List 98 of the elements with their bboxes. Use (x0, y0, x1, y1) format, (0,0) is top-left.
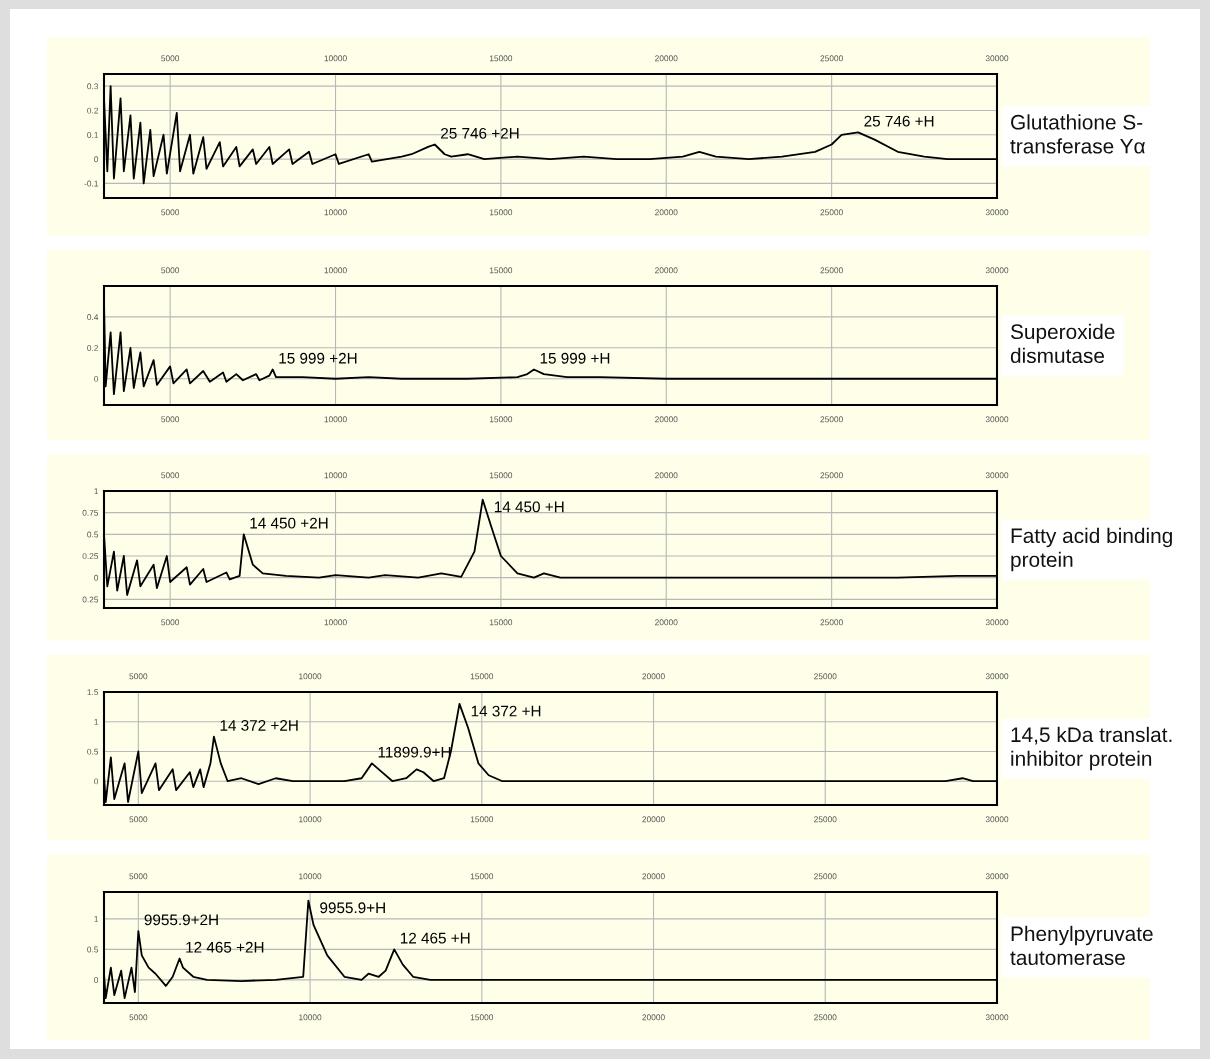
y-tick-label: 0 (94, 977, 99, 983)
annotation: 14 372 +H (471, 705, 541, 717)
annotation: 14 450 +H (494, 501, 564, 513)
x-tick-label: 25000 (820, 619, 843, 626)
x2-tick-label: 30000 (985, 673, 1009, 680)
y-tick-label: 0.4 (87, 314, 99, 321)
y-tick-label: 0.5 (87, 531, 99, 538)
x-tick-label: 5000 (129, 816, 148, 823)
x-tick-label: 15000 (470, 1014, 494, 1021)
y-tick-label: 1 (94, 719, 99, 725)
x2-tick-label: 20000 (642, 873, 665, 880)
x-tick-label: 25000 (820, 416, 843, 423)
x-tick-label: 5000 (161, 416, 180, 423)
x-tick-label: 10000 (299, 816, 322, 823)
x2-tick-label: 20000 (655, 267, 678, 274)
annotation: 12 465 +H (400, 932, 470, 944)
x2-tick-label: 10000 (299, 673, 322, 680)
x-tick-label: 20000 (655, 619, 678, 626)
x-tick-label: 5000 (161, 209, 180, 216)
y-tick-label: 0.3 (87, 83, 99, 90)
y-tick-label: 0.2 (87, 345, 99, 351)
x2-tick-label: 10000 (324, 55, 347, 62)
text: Fatty acid binding protein (1011, 527, 1172, 572)
x-tick-label: 30000 (985, 816, 1009, 823)
x2-tick-label: 30000 (985, 267, 1009, 274)
y-tick-label: 1.5 (87, 689, 99, 696)
x-tick-label: 15000 (489, 416, 513, 423)
y-tick-label: 1 (94, 488, 99, 495)
x2-tick-label: 5000 (161, 267, 180, 274)
y-tick-label: 1 (94, 916, 99, 922)
x2-tick-label: 25000 (820, 55, 843, 62)
annotation: 14 450 +2H (250, 517, 328, 529)
x2-tick-label: 15000 (489, 472, 513, 479)
x2-tick-label: 5000 (129, 673, 148, 680)
x2-tick-label: 15000 (489, 55, 513, 62)
annotation: 14 372 +2H (220, 719, 298, 731)
x2-tick-label: 25000 (814, 873, 837, 880)
y-tick-label: 0.75 (82, 509, 99, 516)
x-tick-label: 30000 (985, 416, 1009, 423)
x2-tick-label: 10000 (299, 873, 322, 880)
x-tick-label: 10000 (299, 1014, 322, 1021)
x-tick-label: 30000 (985, 619, 1009, 626)
x2-tick-label: 10000 (324, 472, 347, 479)
x-tick-label: 15000 (470, 816, 494, 823)
y-tick-label: 0.2 (87, 107, 99, 114)
x2-tick-label: 15000 (489, 267, 513, 274)
x-tick-label: 15000 (489, 619, 513, 626)
y-tick-label: 0.25 (82, 553, 99, 560)
annotation: 15 999 +2H (279, 352, 357, 364)
x-tick-label: 15000 (489, 209, 513, 216)
y-tick-label: 0.25 (82, 596, 99, 603)
annotation: 9955.9+H (320, 902, 385, 914)
x2-tick-label: 10000 (324, 267, 347, 274)
x-tick-label: 25000 (814, 1014, 837, 1021)
x-tick-label: 30000 (985, 209, 1009, 216)
x-tick-label: 20000 (655, 416, 678, 423)
y-tick-label: 0 (94, 778, 99, 785)
y-tick-label: 0.5 (87, 748, 99, 755)
x-tick-label: 5000 (161, 619, 180, 626)
x-tick-label: 20000 (642, 816, 665, 823)
x-tick-label: 10000 (324, 209, 347, 216)
x2-tick-label: 15000 (470, 673, 494, 680)
text: Phenylpyruvate tautomerase (1010, 925, 1153, 966)
x-tick-label: 10000 (324, 416, 347, 423)
x2-tick-label: 20000 (642, 673, 665, 680)
x-tick-label: 20000 (655, 209, 678, 216)
annotation: 15 999 +H (540, 352, 610, 364)
x2-tick-label: 25000 (820, 472, 843, 479)
x2-tick-label: 5000 (129, 873, 148, 880)
x-tick-label: 20000 (642, 1014, 665, 1021)
x2-tick-label: 20000 (655, 55, 678, 62)
y-tick-label: 0.5 (87, 946, 99, 953)
x-tick-label: 5000 (129, 1014, 148, 1021)
text: Glutathione S-transferase Yα (1010, 114, 1145, 154)
x2-tick-label: 15000 (470, 873, 494, 880)
x2-tick-label: 25000 (820, 267, 843, 274)
x2-tick-label: 5000 (161, 55, 180, 62)
y-tick-label: -0.1 (84, 180, 99, 187)
annotation: 9955.9+2H (144, 914, 218, 926)
x-tick-label: 10000 (324, 619, 347, 626)
x2-tick-label: 5000 (161, 472, 180, 479)
x2-tick-label: 25000 (814, 673, 837, 680)
y-tick-label: 0 (94, 574, 99, 581)
y-tick-label: 0.1 (87, 131, 99, 138)
text: 14,5 kDa translat. inhibitor protein (1011, 726, 1172, 771)
x-tick-label: 30000 (985, 1014, 1009, 1021)
annotation: 12 465 +2H (186, 941, 264, 953)
x-tick-label: 25000 (814, 816, 837, 823)
x2-tick-label: 30000 (985, 472, 1009, 479)
text: Superoxide dismutase (1010, 323, 1115, 364)
y-tick-label: 0 (94, 375, 99, 382)
x-tick-label: 25000 (820, 209, 843, 216)
x2-tick-label: 30000 (985, 873, 1009, 880)
x2-tick-label: 30000 (985, 55, 1009, 62)
x2-tick-label: 20000 (655, 472, 678, 479)
y-tick-label: 0 (94, 156, 99, 163)
annotation: 25 746 +2H (441, 127, 519, 139)
annotation: 25 746 +H (864, 115, 934, 127)
